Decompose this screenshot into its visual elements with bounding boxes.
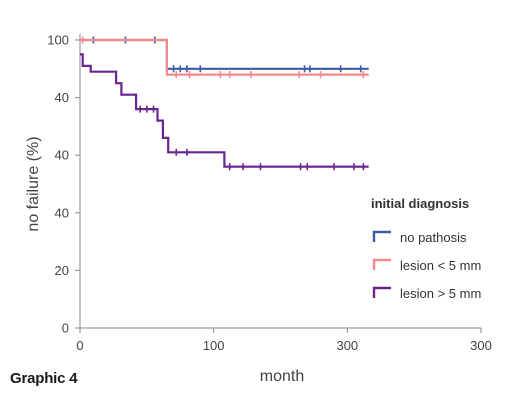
series-line-lesion-5-mm: [80, 38, 369, 76]
legend-group: initial diagnosis no pathosis lesion < 5 m…: [371, 196, 481, 301]
y-tick-label: 20: [55, 263, 69, 278]
legend-swatch-lesion-5-mm: [372, 286, 391, 298]
legend-title: initial diagnosis: [371, 196, 469, 211]
y-tick-label: 0: [62, 321, 69, 336]
x-tick-label: 0: [76, 338, 83, 353]
axes-group: month no failure (%): [25, 34, 481, 385]
y-axis-title: no failure (%): [25, 136, 42, 231]
series-line-no-pathosis: [80, 38, 369, 70]
legend-swatch-lesion-5-mm: [372, 258, 391, 270]
series-line-lesion-5-mm: [80, 53, 369, 168]
figure-caption: Graphic 4: [10, 370, 78, 387]
x-tick-label: 100: [203, 338, 225, 353]
series-group: [80, 36, 369, 171]
legend-label-lesion-5-mm: lesion < 5 mm: [400, 258, 481, 273]
legend-label-no-pathosis: no pathosis: [400, 230, 467, 245]
legend-label-lesion-5-mm: lesion > 5 mm: [400, 286, 481, 301]
y-tick-label: 100: [47, 33, 69, 48]
y-tick-label: 40: [55, 90, 69, 105]
x-tick-label: 300: [470, 338, 492, 353]
y-tick-label: 40: [55, 205, 69, 220]
y-tick-label: 40: [55, 148, 69, 163]
x-axis-title: month: [260, 368, 304, 385]
x-tick-label: 300: [336, 338, 358, 353]
tick-group: 0 20 40 40 40 100 0 100 300 300: [47, 33, 492, 354]
legend-swatch-no-pathosis: [372, 230, 391, 242]
